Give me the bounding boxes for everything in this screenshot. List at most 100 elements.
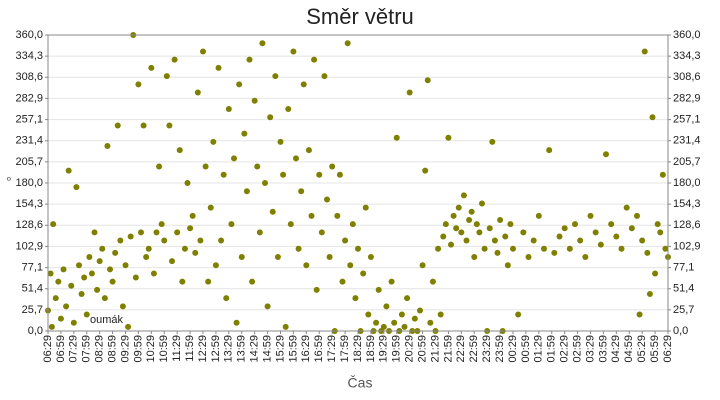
y2-tick-label: 128,6 [673, 219, 701, 231]
point [156, 163, 163, 170]
point [546, 147, 553, 154]
point [135, 81, 142, 88]
point [334, 212, 341, 219]
x-tick-label: 07:29 [68, 335, 80, 363]
point [502, 233, 509, 240]
x-tick-label: 17:59 [339, 335, 351, 363]
point [153, 229, 160, 236]
point [639, 237, 646, 244]
x-tick-label: 19:59 [391, 335, 403, 363]
point [282, 323, 289, 330]
x-axis-title: Čas [348, 375, 373, 391]
point [491, 237, 498, 244]
point [223, 295, 230, 302]
x-tick-label: 09:29 [119, 335, 131, 363]
point [140, 122, 147, 129]
x-tick-label: 08:29 [94, 335, 106, 363]
point [380, 323, 387, 330]
point [73, 184, 80, 191]
point [481, 245, 488, 252]
point [455, 204, 462, 211]
point [634, 212, 640, 219]
point [556, 233, 563, 240]
point [342, 237, 349, 244]
point [303, 262, 310, 269]
point [251, 97, 258, 104]
y-tick-label: 25,7 [22, 304, 43, 316]
point [401, 323, 408, 330]
point [246, 56, 253, 63]
point [262, 180, 268, 186]
point [189, 212, 196, 219]
point [313, 286, 320, 293]
point [471, 254, 478, 260]
point [184, 180, 191, 186]
point [435, 245, 442, 252]
point [388, 278, 395, 285]
y2-tick-label: 77,1 [673, 262, 694, 274]
point [561, 225, 568, 232]
point [48, 323, 55, 330]
point [94, 286, 101, 293]
point [259, 40, 266, 47]
x-tick-label: 07:59 [81, 335, 93, 363]
point [424, 77, 431, 84]
point [249, 278, 256, 285]
point [530, 237, 537, 244]
point [179, 278, 186, 285]
point [326, 254, 333, 260]
point [489, 138, 496, 145]
y2-tick-label: 334,3 [673, 50, 701, 62]
point [497, 217, 504, 223]
point [207, 204, 214, 211]
point [468, 208, 475, 215]
y2-tick-label: 308,6 [673, 71, 701, 83]
point [99, 245, 106, 252]
point [119, 303, 126, 310]
point [202, 163, 209, 170]
point [215, 64, 222, 71]
point [298, 188, 305, 195]
point [429, 278, 436, 285]
x-tick-label: 01:59 [546, 335, 558, 363]
point [200, 48, 206, 55]
x-tick-label: 04:59 [623, 335, 635, 363]
point [628, 225, 635, 232]
point [127, 233, 134, 240]
point [55, 278, 62, 285]
point [582, 254, 589, 260]
point [107, 266, 113, 273]
point [76, 262, 82, 269]
point [47, 270, 54, 277]
point [393, 134, 400, 141]
point [623, 204, 630, 211]
point [367, 254, 374, 260]
point [329, 163, 336, 170]
point [473, 221, 480, 228]
point [463, 237, 470, 244]
point [649, 114, 656, 121]
point [466, 217, 473, 223]
point [344, 40, 351, 47]
point [176, 147, 183, 154]
y-axis-title: ° [6, 174, 12, 190]
point [657, 229, 664, 236]
point [254, 163, 261, 170]
point [618, 245, 625, 252]
x-tick-label: 05:59 [649, 335, 661, 363]
point [109, 278, 116, 285]
x-tick-label: 22:59 [468, 335, 480, 363]
point [233, 319, 240, 326]
x-tick-label: 23:29 [481, 335, 493, 363]
point [321, 73, 328, 80]
point [174, 229, 181, 236]
point [88, 270, 95, 277]
point [391, 319, 398, 326]
point [228, 221, 235, 228]
y-tick-label: 102,9 [15, 240, 43, 252]
point [479, 200, 485, 207]
x-tick-label: 09:59 [132, 335, 144, 363]
point [158, 221, 165, 228]
y2-tick-label: 102,9 [673, 240, 701, 252]
